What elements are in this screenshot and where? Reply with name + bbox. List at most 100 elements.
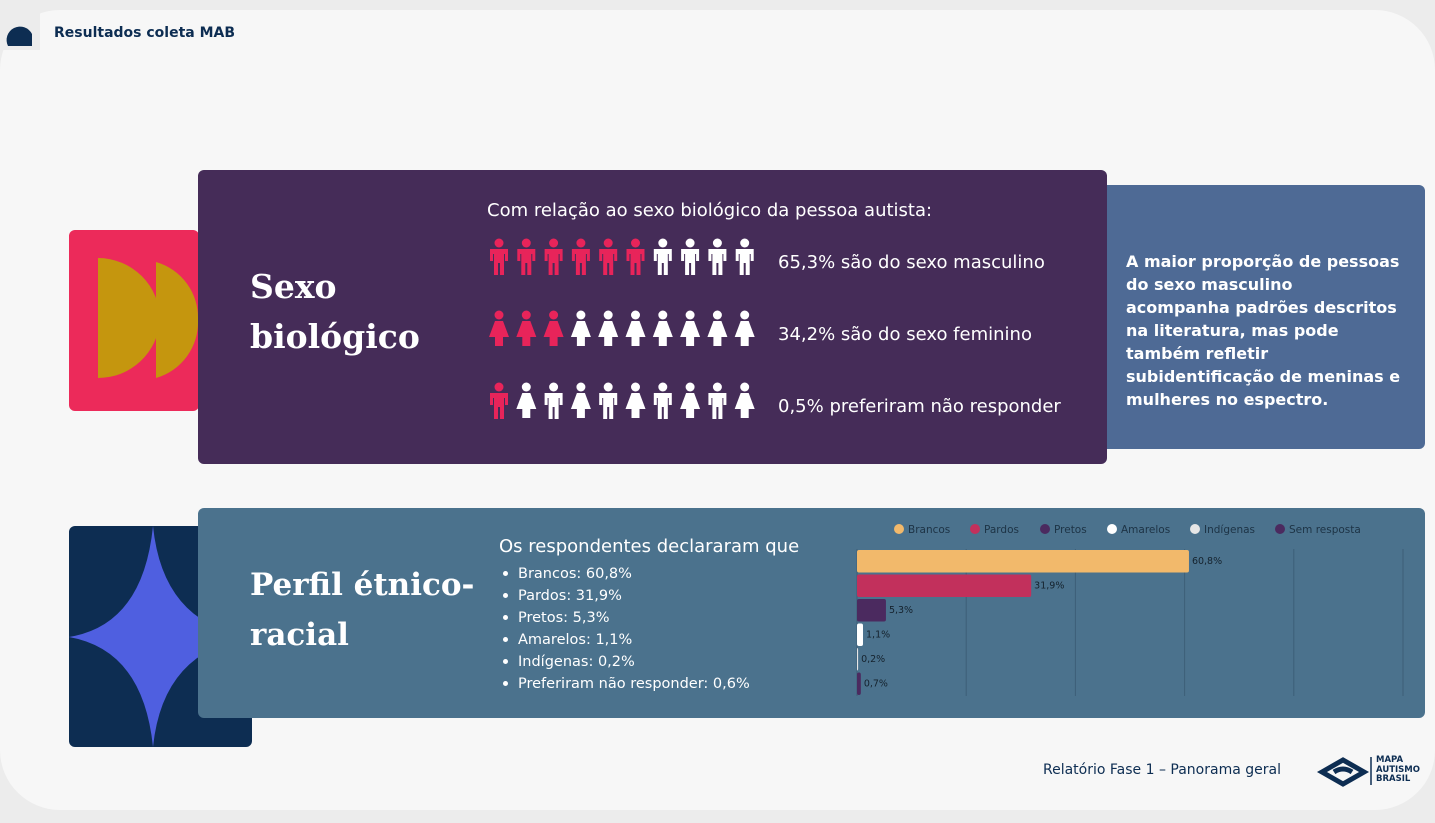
icon-head: [576, 310, 586, 320]
icon-body: [708, 249, 727, 275]
legend-swatch: [1040, 524, 1050, 534]
icon-head: [576, 382, 586, 392]
pictogram-icon: [544, 382, 563, 419]
pictogram-icon: [570, 310, 591, 346]
icon-head: [603, 238, 613, 248]
legend-label: Indígenas: [1204, 524, 1255, 536]
pictogram-icon: [599, 238, 618, 275]
icon-body: [544, 249, 563, 275]
footer-logo-mark: [1316, 757, 1370, 787]
bullet: Indígenas: 0,2%: [500, 651, 750, 673]
pictogram-icon: [516, 310, 537, 346]
decor-star: [69, 526, 252, 747]
sex-title: Sexo biológico: [250, 267, 420, 356]
icon-body: [708, 393, 727, 419]
icon-legs: [631, 409, 640, 418]
bar: [857, 623, 864, 646]
legend-label: Amarelos: [1121, 524, 1170, 536]
pictogram-icon: [680, 310, 701, 346]
icon-body: [735, 249, 754, 275]
icon-legs: [576, 409, 585, 418]
icon-legs: [576, 337, 585, 346]
icon-body: [570, 393, 591, 409]
icon-body: [598, 321, 619, 337]
pictogram-icon: [490, 382, 508, 419]
icon-head: [549, 310, 559, 320]
icon-body: [489, 321, 509, 337]
icon-legs: [549, 337, 558, 346]
icon-head: [521, 238, 531, 248]
icon-head: [685, 238, 695, 248]
pictogram-icon: [625, 310, 646, 346]
corner-logo: [6, 26, 32, 46]
footer-logo: MAPA AUTISMO BRASIL: [1376, 755, 1420, 785]
icon-head: [521, 382, 531, 392]
pictogram-icon: [652, 310, 673, 346]
pictogram-icon: [680, 382, 701, 418]
icon-body: [707, 321, 728, 337]
pictogram-icon: [626, 238, 645, 275]
icon-legs: [495, 337, 503, 346]
header-title: Resultados coleta MAB: [54, 25, 236, 41]
icon-head: [685, 310, 695, 320]
pictogram-icon: [653, 382, 672, 419]
icon-head: [685, 382, 695, 392]
bullet: Preferiram não responder: 0,6%: [500, 673, 750, 695]
race-intro: Os respondentes declararam que: [499, 536, 800, 557]
icon-body: [625, 321, 646, 337]
legend-swatch: [1190, 524, 1200, 534]
icon-head: [631, 382, 640, 392]
value-label: 0,2%: [861, 654, 885, 665]
icon-head: [494, 310, 504, 320]
pictogram-icon: [708, 382, 727, 419]
icon-legs: [522, 409, 531, 418]
race-title: Perfil étnico-racial: [250, 567, 475, 653]
decor-shape: [98, 258, 199, 379]
value-label: 5,3%: [889, 605, 913, 616]
legend-swatch: [1107, 524, 1117, 534]
legend-swatch: [1275, 524, 1285, 534]
icon-legs: [740, 337, 749, 346]
value-label: 60,8%: [1192, 556, 1222, 567]
bar: [857, 574, 1032, 597]
pictogram-icon: [544, 238, 563, 275]
icon-legs: [713, 337, 722, 346]
icon-head: [494, 238, 504, 248]
footer-report: Relatório Fase 1 – Panorama geral: [1043, 762, 1281, 778]
icon-legs: [631, 337, 640, 346]
icon-head: [603, 382, 613, 392]
icon-body: [544, 393, 563, 419]
icon-head: [740, 382, 750, 392]
legend-label: Pardos: [984, 524, 1019, 536]
icon-legs: [604, 337, 613, 346]
pictogram-icon: [570, 382, 591, 418]
icon-head: [603, 310, 613, 320]
bullet: Pretos: 5,3%: [500, 607, 750, 629]
icon-body: [571, 249, 590, 275]
icon-body: [599, 393, 618, 419]
sex-box: [198, 170, 1107, 464]
pictogram-icon: [708, 238, 727, 275]
icon-body: [517, 249, 536, 275]
icon-body: [734, 393, 755, 409]
pictogram-icon: [543, 310, 564, 346]
bullet: Pardos: 31,9%: [500, 585, 750, 607]
icon-body: [490, 249, 508, 275]
pictogram-icon: [516, 382, 537, 418]
icon-body: [516, 321, 537, 337]
pictogram-text: 34,2% são do sexo feminino: [778, 324, 1032, 345]
pictogram-text: 65,3% são do sexo masculino: [778, 252, 1045, 273]
icon-body: [599, 249, 618, 275]
bar: [857, 672, 861, 695]
icon-body: [626, 249, 645, 275]
icon-legs: [686, 337, 695, 346]
pictogram-icon: [489, 310, 509, 346]
pictogram-icon: [571, 238, 590, 275]
icon-head: [521, 310, 531, 320]
icon-legs: [522, 337, 531, 346]
pictogram-icon: [734, 310, 755, 346]
pictogram-icon: [734, 382, 755, 418]
race-bullets: Brancos: 60,8% Pardos: 31,9% Pretos: 5,3% A…: [500, 563, 750, 695]
